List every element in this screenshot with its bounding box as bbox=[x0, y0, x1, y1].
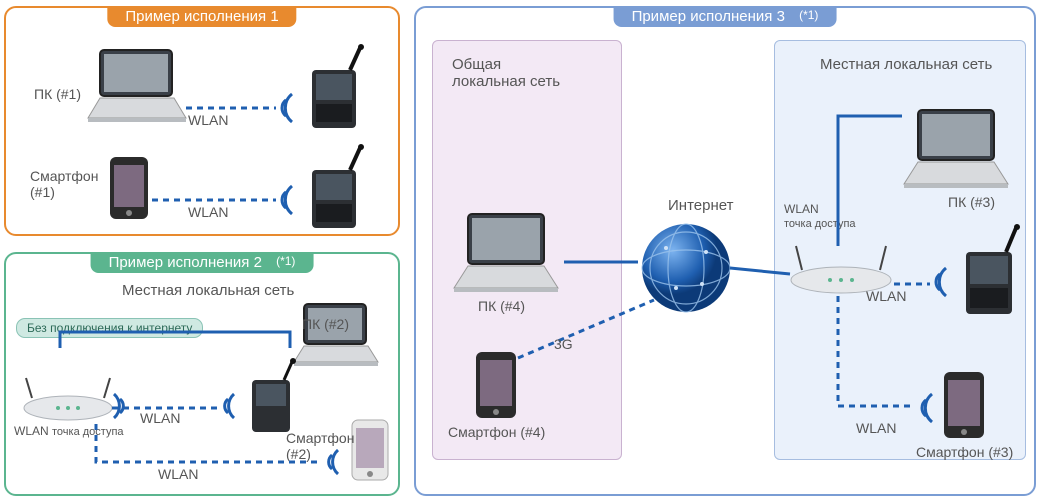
wifi-icon bbox=[270, 88, 300, 128]
connection-lines-p2 bbox=[0, 252, 410, 500]
wlan-label: WLAN bbox=[158, 466, 198, 482]
wifi-icon bbox=[270, 180, 300, 220]
wlan-label: WLAN bbox=[140, 410, 180, 426]
wifi-icon bbox=[214, 388, 240, 424]
wifi-icon bbox=[108, 388, 134, 424]
wlan-label: WLAN bbox=[856, 420, 896, 436]
wifi-icon bbox=[910, 388, 940, 428]
wifi-icon bbox=[924, 262, 954, 302]
connection-lines-p3 bbox=[414, 6, 1036, 496]
wlan-label: WLAN bbox=[866, 288, 906, 304]
3g-label: 3G bbox=[554, 336, 573, 352]
wifi-icon bbox=[318, 444, 344, 480]
wlan-label: WLAN bbox=[188, 112, 228, 128]
wlan-label: WLAN bbox=[188, 204, 228, 220]
